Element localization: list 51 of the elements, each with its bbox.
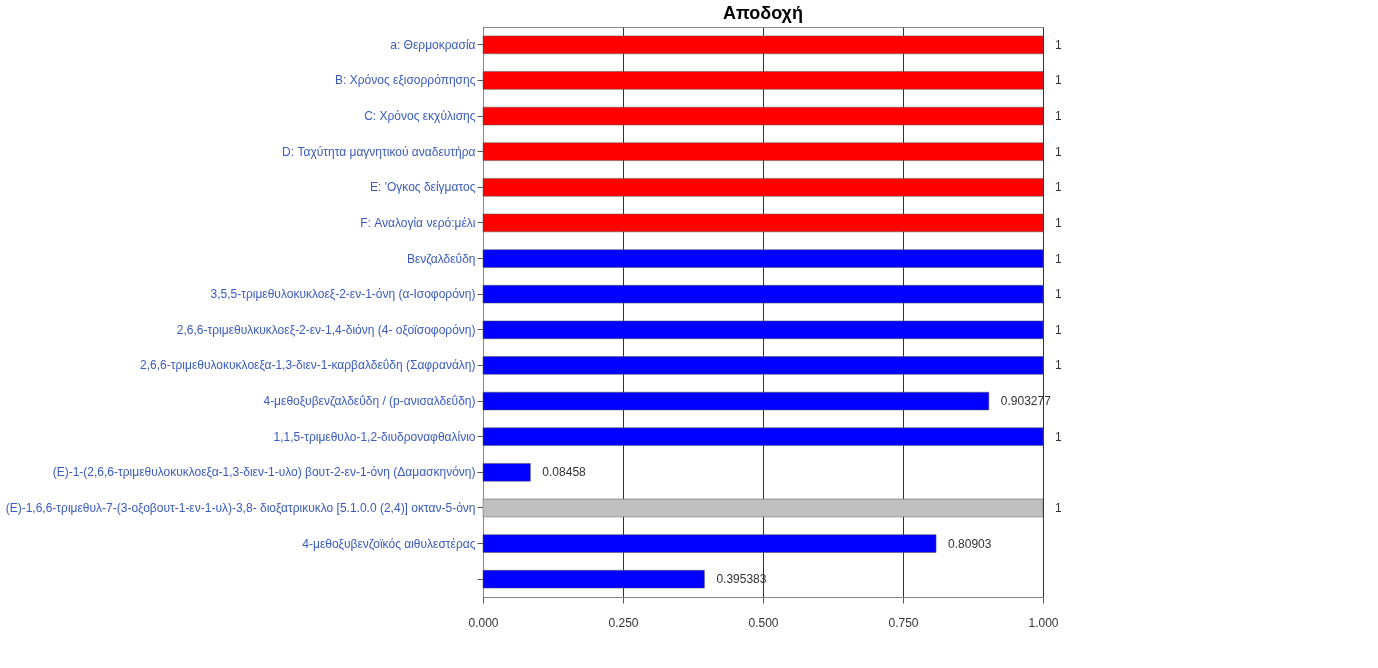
y-tick-label: D: Ταχύτητα μαγνητικού αναδευτήρα [282,144,476,159]
bar [482,534,937,553]
data-label: 1 [1055,429,1062,444]
x-tick-label: 0.000 [468,615,499,630]
data-label: 1 [1055,73,1062,88]
bar [482,498,1044,518]
chart-title: Αποδοχή [723,3,803,23]
data-label: 1 [1055,144,1062,159]
data-label: 1 [1055,109,1062,124]
y-tick-label: 2,6,6-τριμεθυλκυκλοεξ-2-εν-1,4-διόνη (4- οξοϊσοφορόνη) [176,322,476,337]
y-tick-label: 2,6,6-τριμεθυλοκυκλοεξα-1,3-διεν-1-καρβαλδεΰδη (Σαφρανάλη) [140,358,476,373]
bar [482,463,531,482]
bar [482,320,1044,339]
data-label: 1 [1055,287,1062,302]
bar [482,213,1044,233]
bar [482,71,1044,90]
y-tick-label: E: 'Ογκος δείγματος [369,180,476,195]
data-label: 1 [1055,500,1062,515]
bar [482,391,990,411]
bar [482,285,1044,304]
data-label: 1 [1055,251,1062,266]
bar [482,106,1044,126]
bar [482,35,1044,54]
data-label: 1 [1055,358,1062,373]
y-tick-label: Βενζαλδεΰδη [406,251,476,266]
y-tick-label: B: Χρόνος εξισορρόπησης [335,73,476,88]
data-label: 1 [1055,180,1062,195]
x-tick-label: 0.750 [888,615,919,630]
bar [482,570,705,589]
bar [482,356,1044,375]
y-tick-label: (E)-1-(2,6,6-τριμεθυλοκυκλοεξα-1,3-διεν-1-υλο) βουτ-2-εν-1-όνη (Δαμασκηνόνη) [52,465,476,480]
data-label: 0.80903 [948,536,992,551]
x-tick-label: 0.500 [748,615,779,630]
x-tick-label: 1.000 [1028,615,1059,630]
y-tick-label: C: Χρόνος εκχύλισης [364,109,476,124]
data-label: 1 [1055,37,1062,52]
bar [482,427,1044,446]
data-label: 0.08458 [542,465,587,480]
y-tick-label: (E)-1,6,6-τριμεθυλ-7-(3-οξοβουτ-1-εν-1-υλ)-3,8- διοξατρικυκλο [5.1.0.0 (2,4)] οκταν-5-όνη [5,500,476,515]
y-tick-label: 4-μεθοξυβενζοϊκός αιθυλεστέρας [302,536,476,551]
y-tick-label: 4-μεθοξυβενζαλδεΰδη / (p-ανισαλδεΰδη) [263,394,476,409]
y-tick-label: F: Αναλογία νερό:μέλι [360,215,476,230]
bar [482,142,1044,161]
data-label: 1 [1055,215,1062,230]
y-tick-label: 3,5,5-τριμεθυλοκυκλοεξ-2-εν-1-όνη (α-Ισοφορόνη) [210,287,476,302]
x-tick-label: 0.250 [608,615,639,630]
y-tick-label: 1,1,5-τριμεθυλο-1,2-διυδροναφθαλίνιο [273,429,476,444]
bar [482,178,1044,197]
bar [482,249,1044,268]
y-tick-label: a: Θερμοκρασία [390,37,476,52]
data-label: 1 [1055,322,1062,337]
